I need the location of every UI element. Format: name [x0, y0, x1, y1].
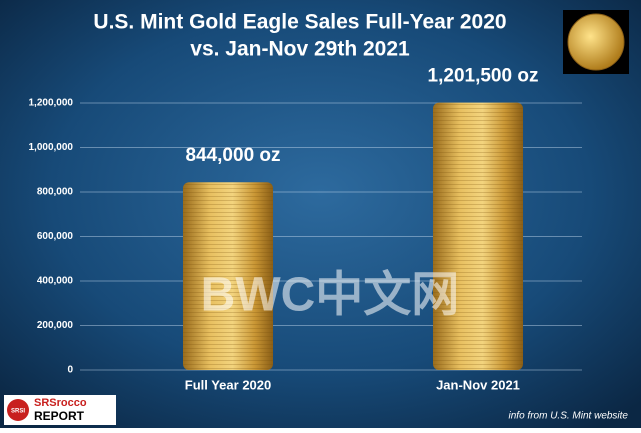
y-tick-label: 1,000,000: [29, 142, 74, 153]
chart-subtitle: vs. Jan-Nov 29th 2021: [190, 38, 410, 61]
value-label: 844,000 oz: [185, 145, 280, 166]
bar-texture: [183, 182, 273, 370]
y-tick-label: 600,000: [37, 231, 74, 242]
logo-badge-text: SRSI: [11, 409, 25, 415]
y-tick-label: 0: [67, 365, 73, 376]
y-tick-label: 800,000: [37, 187, 74, 198]
logo-name: SRSrocco: [34, 397, 87, 409]
bar-texture: [433, 102, 523, 370]
watermark: BWC中文网: [201, 269, 460, 322]
y-tick-label: 1,200,000: [29, 98, 74, 109]
x-tick-label: Jan-Nov 2021: [436, 377, 520, 392]
y-tick-label: 400,000: [37, 276, 74, 287]
chart-title: U.S. Mint Gold Eagle Sales Full-Year 202…: [93, 11, 506, 34]
value-label: 1,201,500 oz: [428, 66, 539, 87]
source-note: info from U.S. Mint website: [509, 411, 629, 422]
logo-report: REPORT: [34, 409, 85, 423]
y-tick-label: 200,000: [37, 320, 74, 331]
logo-badge: [7, 399, 29, 421]
coin: [567, 13, 625, 71]
plot: 0 200,000 400,000 600,000 800,000 1,000,000 1,…: [29, 66, 582, 392]
x-tick-label: Full Year 2020: [185, 377, 272, 392]
